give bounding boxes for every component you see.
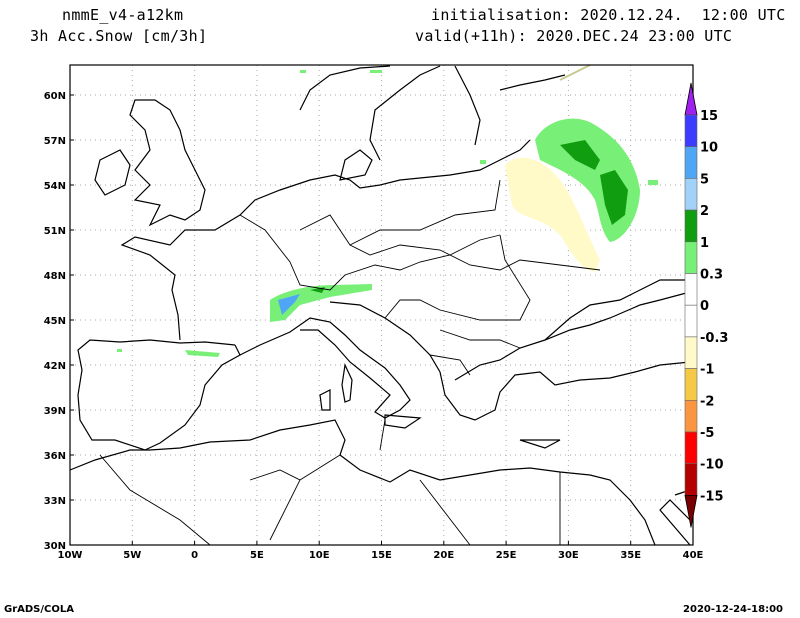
lat-tick-label: 42N [44, 361, 66, 372]
coastlines [69, 64, 691, 546]
init-time: initialisation: 2020.12.24. 12:00 UTC [431, 6, 786, 24]
lat-tick-label: 45N [44, 316, 66, 327]
colorbar-label: 2 [700, 204, 709, 219]
lon-tick-label: 25E [496, 550, 517, 561]
colorbar-swatch [684, 336, 698, 369]
colorbar-label: -2 [700, 394, 714, 409]
colorbar-label: -5 [700, 426, 714, 441]
colorbar-label: 0 [700, 299, 709, 314]
colorbar-swatch [684, 146, 698, 179]
colorbar-swatch [684, 463, 698, 496]
colorbar-swatch [684, 304, 698, 338]
colorbar: 15 10 5 2 1 0.3 0 -0.3 -1 -2 -5 -10 -15 [684, 82, 728, 528]
lon-tick-label: 30E [558, 550, 579, 561]
colorbar-swatch [684, 209, 698, 243]
colorbar-label: 1 [700, 236, 709, 251]
colorbar-swatch [684, 114, 698, 148]
colorbar-swatch [684, 82, 698, 116]
lon-tick-label: 0 [191, 550, 198, 561]
footer-timestamp: 2020-12-24-18:00 [683, 604, 783, 615]
lat-tick-label: 54N [44, 181, 66, 192]
colorbar-label: -1 [700, 363, 714, 378]
colorbar-label: -0.3 [700, 331, 728, 346]
lon-tick-label: 20E [433, 550, 454, 561]
valid-time: valid(+11h): 2020.DEC.24 23:00 UTC [415, 27, 733, 45]
colorbar-swatch [684, 178, 698, 211]
lon-tick-label: 15E [371, 550, 392, 561]
footer-credit: GrADS/COLA [4, 604, 74, 615]
colorbar-label: 0.3 [700, 268, 723, 283]
lon-tick-label: 10W [58, 550, 83, 561]
lat-tick-label: 30N [44, 541, 66, 552]
lat-tick-label: 60N [44, 91, 66, 102]
lon-tick-label: 5E [250, 550, 264, 561]
gridlines [70, 65, 693, 545]
model-name: nmmE_v4-a12km [62, 6, 184, 24]
lat-tick-label: 33N [44, 496, 66, 507]
colorbar-label: 15 [700, 109, 718, 124]
lon-tick-label: 5W [123, 550, 141, 561]
country-borders [99, 179, 601, 546]
lat-tick-label: 51N [44, 226, 66, 237]
lon-tick-label: 10E [309, 550, 330, 561]
colorbar-label: 10 [700, 141, 718, 156]
lon-tick-label: 35E [620, 550, 641, 561]
colorbar-swatch [684, 431, 698, 465]
colorbar-swatch [684, 241, 698, 274]
colorbar-swatch [684, 494, 698, 528]
axis-ticks: 10W 5W 0 5E 10E 15E 20E 25E 30E 35E 40E 30N 33N 36N 39… [44, 91, 704, 561]
field-name: 3h Acc.Snow [cm/3h] [30, 27, 208, 45]
lon-tick-label: 40E [683, 550, 704, 561]
lat-tick-label: 48N [44, 271, 66, 282]
colorbar-label: -15 [700, 489, 724, 504]
colorbar-label: -10 [700, 458, 724, 473]
lat-tick-label: 36N [44, 451, 66, 462]
lat-tick-label: 39N [44, 406, 66, 417]
colorbar-swatch [684, 273, 698, 306]
snow-field [117, 70, 658, 357]
colorbar-swatch [684, 399, 698, 433]
colorbar-label: 5 [700, 172, 709, 187]
lat-tick-label: 57N [44, 136, 66, 147]
colorbar-swatch [684, 368, 698, 401]
